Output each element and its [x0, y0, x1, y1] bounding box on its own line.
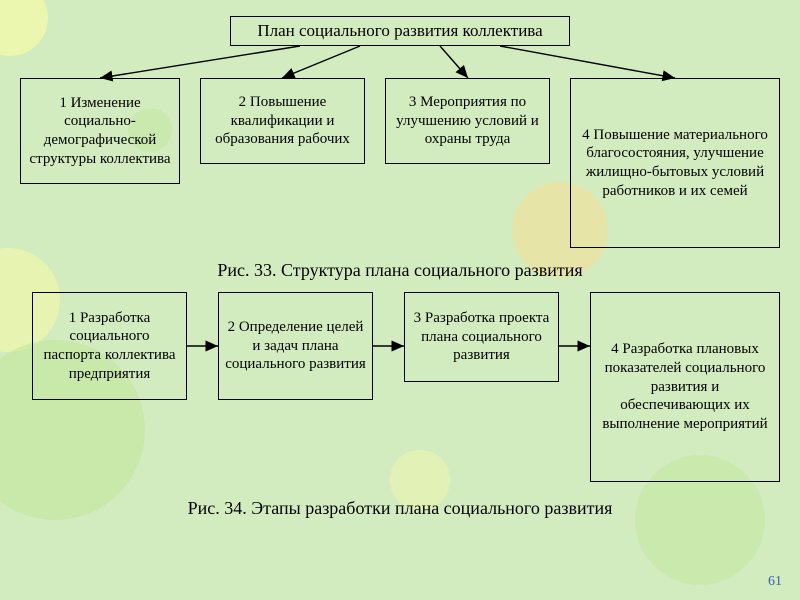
d2-step-2: 2 Определение целей и задач плана социал… [218, 292, 373, 400]
d1-root-text: План социального развития коллектива [257, 20, 542, 41]
caption-fig34-text: Рис. 34. Этапы разработки плана социальн… [188, 498, 613, 518]
d1-child-4: 4 Повышение материального благосостояния… [570, 78, 780, 248]
d1-child-4-text: 4 Повышение материального благосостояния… [577, 126, 773, 201]
d2-step-4: 4 Разработка плановых показателей социал… [590, 292, 780, 482]
d2-step-3: 3 Разработка проекта плана социального р… [404, 292, 559, 382]
page-number: 61 [768, 574, 782, 590]
d1-child-1-text: 1 Изменение социально-демографической ст… [27, 94, 173, 169]
d1-child-3: 3 Мероприятия по улучшению условий и охр… [385, 78, 550, 164]
d1-child-1: 1 Изменение социально-демографической ст… [20, 78, 180, 184]
caption-fig33-text: Рис. 33. Структура плана социального раз… [217, 260, 582, 280]
caption-fig33: Рис. 33. Структура плана социального раз… [0, 260, 800, 281]
slide-content: План социального развития коллектива 1 И… [0, 0, 800, 600]
d1-root-box: План социального развития коллектива [230, 16, 570, 46]
d1-child-2-text: 2 Повышение квалификации и образования р… [207, 93, 358, 149]
page-number-text: 61 [768, 574, 782, 589]
d2-step-1-text: 1 Разработка социального паспорта коллек… [39, 309, 180, 384]
d2-step-1: 1 Разработка социального паспорта коллек… [32, 292, 187, 400]
d1-child-3-text: 3 Мероприятия по улучшению условий и охр… [392, 93, 543, 149]
d2-step-2-text: 2 Определение целей и задач плана социал… [225, 318, 366, 374]
d2-step-4-text: 4 Разработка плановых показателей социал… [597, 340, 773, 434]
d1-child-2: 2 Повышение квалификации и образования р… [200, 78, 365, 164]
caption-fig34: Рис. 34. Этапы разработки плана социальн… [140, 498, 660, 519]
d2-step-3-text: 3 Разработка проекта плана социального р… [411, 309, 552, 365]
